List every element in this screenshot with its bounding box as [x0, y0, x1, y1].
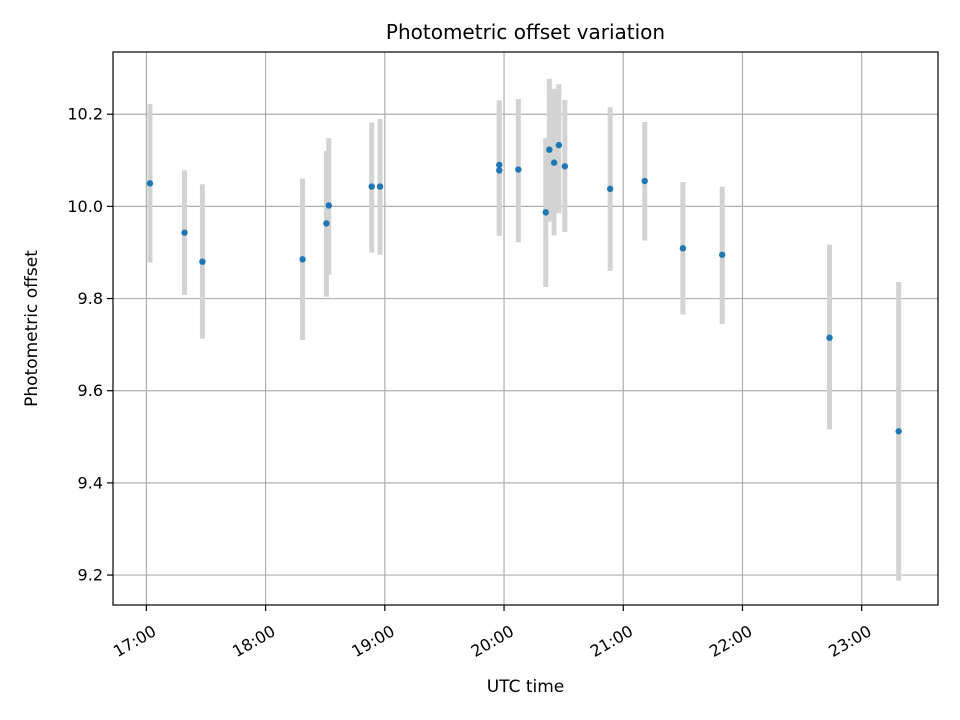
data-point — [641, 177, 648, 185]
data-point — [679, 245, 687, 252]
y-tick-label: 10.2 — [67, 105, 103, 124]
data-point — [368, 183, 375, 190]
y-tick-label: 9.8 — [78, 289, 103, 308]
x-tick-label: 19:00 — [348, 621, 397, 661]
data-point — [325, 202, 332, 209]
data-point — [323, 220, 330, 227]
x-tick-label: 21:00 — [587, 621, 636, 661]
data-point — [826, 334, 833, 341]
data-points — [146, 141, 902, 435]
data-point — [719, 251, 726, 258]
data-point — [515, 166, 522, 173]
data-point — [550, 159, 558, 166]
x-axis-label: UTC time — [487, 677, 565, 697]
x-tick-label: 18:00 — [229, 621, 278, 661]
x-tick-label: 23:00 — [825, 621, 874, 661]
data-point — [181, 229, 188, 236]
y-tick-label: 9.2 — [78, 566, 103, 585]
y-tick-label: 10.0 — [67, 197, 103, 216]
y-tick-label: 9.6 — [78, 381, 103, 400]
y-axis-ticks: 9.2 9.4 9.6 9.8 10.0 10.2 — [67, 105, 113, 585]
data-point — [299, 256, 306, 263]
data-point — [555, 141, 563, 149]
y-axis-label: Photometric offset — [22, 250, 42, 407]
data-point — [542, 209, 549, 216]
data-point — [561, 163, 569, 170]
data-point — [146, 180, 154, 187]
data-point — [496, 161, 503, 169]
data-point — [606, 185, 614, 193]
y-tick-label: 9.4 — [78, 473, 103, 492]
x-tick-label: 22:00 — [706, 621, 755, 661]
data-point — [496, 167, 503, 174]
data-point — [546, 146, 553, 153]
chart-title: Photometric offset variation — [386, 20, 665, 44]
data-point — [895, 428, 902, 435]
data-point — [376, 183, 384, 190]
x-tick-label: 20:00 — [468, 621, 517, 661]
error-bars — [147, 78, 902, 581]
x-tick-label: 17:00 — [110, 621, 159, 661]
x-axis-ticks: 17:00 18:00 19:00 20:00 21:00 22:00 23:00 — [110, 605, 875, 661]
grid-lines — [113, 52, 938, 605]
data-point — [199, 258, 206, 265]
plot-frame — [112, 51, 939, 606]
